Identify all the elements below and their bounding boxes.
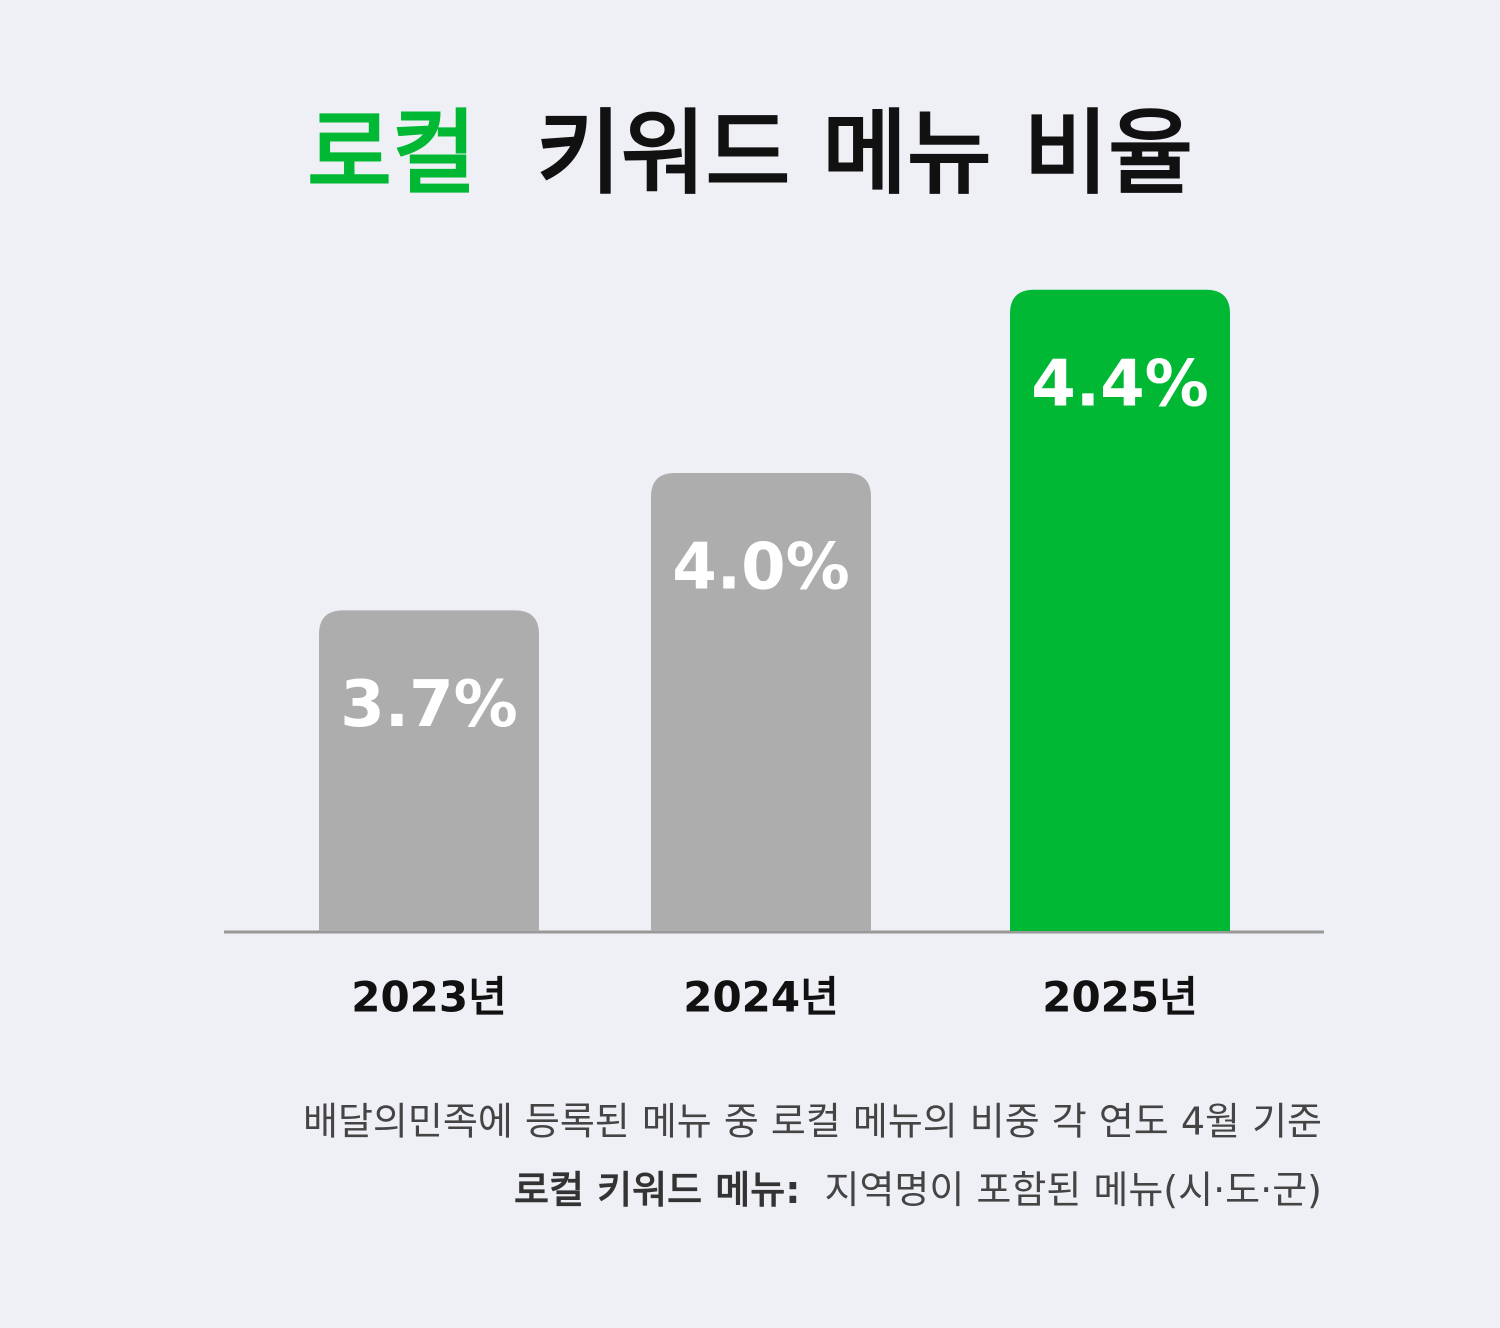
data-label: 4.4% [1031,347,1209,421]
data-label: 4.0% [672,531,850,605]
x-tick-label: 2025년 [1042,973,1198,1022]
x-tick-label: 2024년 [683,973,839,1022]
note: 배달의민족에 등록된 메뉴 중 로컬 메뉴의 비중 각 연도 4월 기준 [303,1100,1322,1144]
chart-title: 로컬 키워드 메뉴 비율 [307,100,1193,207]
note-text: 지역명이 포함된 메뉴(시·도·군) [825,1168,1323,1212]
bar [319,610,539,931]
bar [651,473,871,931]
bar [1010,289,1230,931]
note: 로컬 키워드 메뉴: 지역명이 포함된 메뉴(시·도·군) [514,1168,1322,1212]
data-label: 3.7% [340,668,518,742]
x-tick-label: 2023년 [351,973,507,1022]
note-bold: 로컬 키워드 메뉴: [514,1168,800,1212]
title-rest: 키워드 메뉴 비율 [536,100,1193,207]
title-highlight: 로컬 [307,100,476,207]
